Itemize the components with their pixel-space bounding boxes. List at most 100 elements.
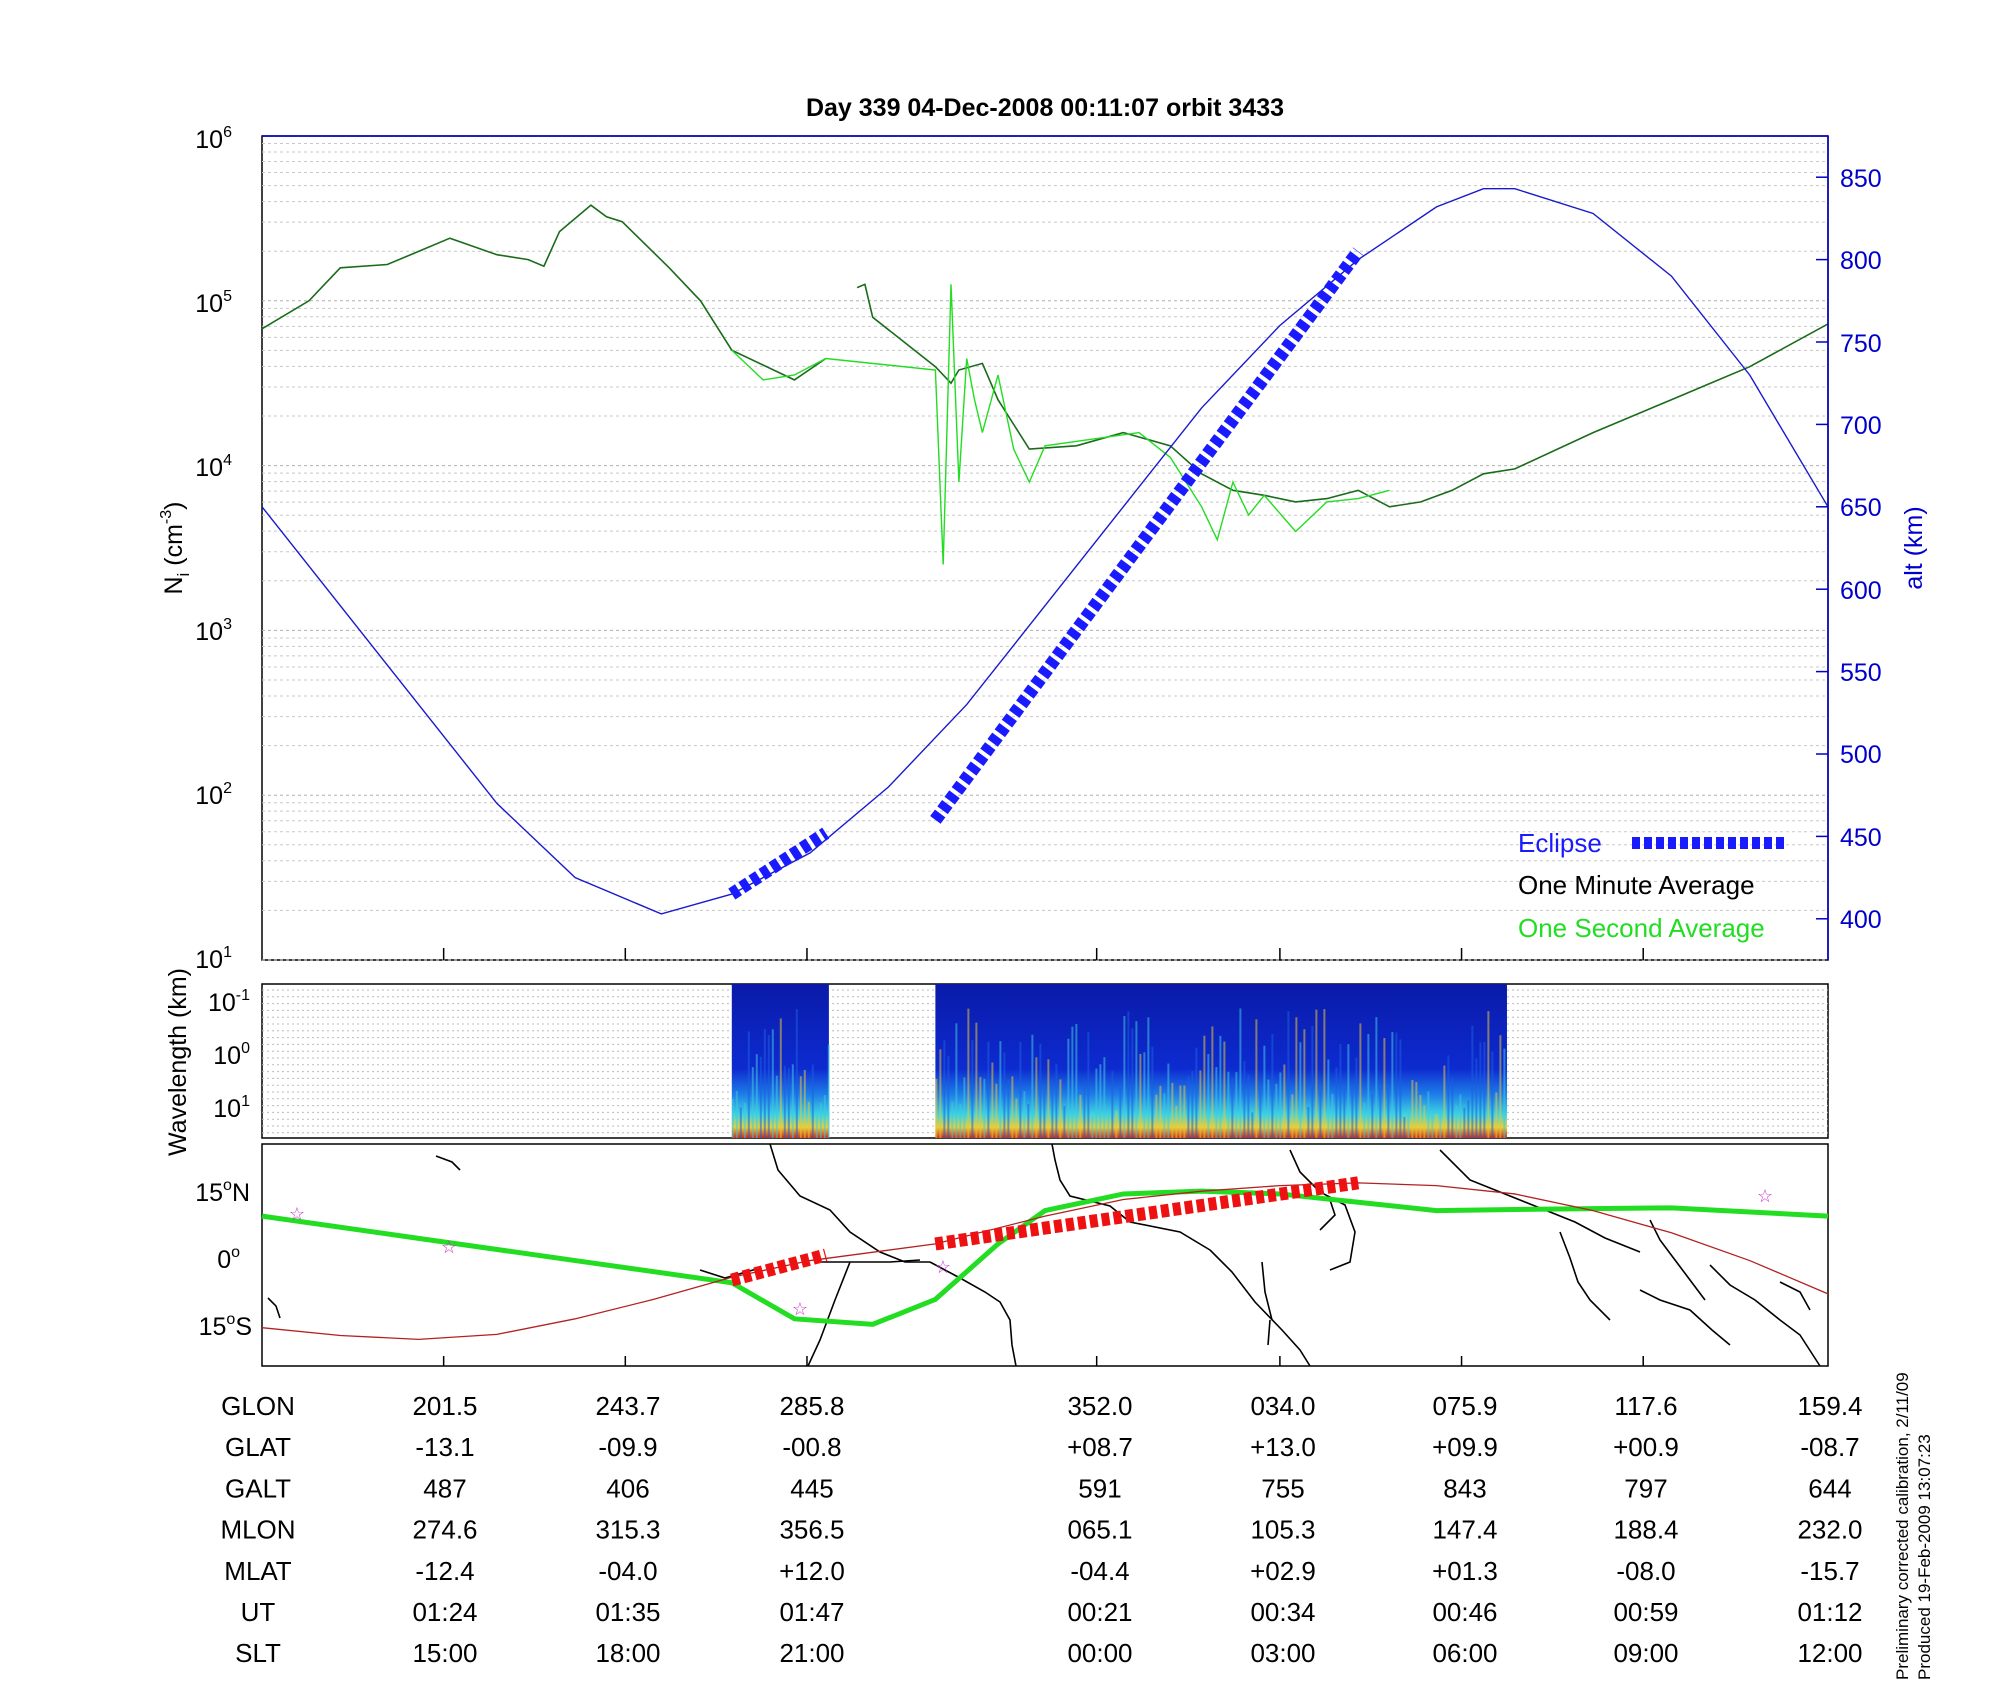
spectrogram-streak (1403, 1116, 1406, 1138)
table-cell: 285.8 (779, 1391, 844, 1421)
table-cell: -15.7 (1800, 1556, 1859, 1586)
table-cell: -09.9 (598, 1432, 657, 1462)
spectrogram-streak (755, 1054, 758, 1138)
spectrogram-streak (1103, 1057, 1106, 1138)
spectrogram-streak (1351, 1085, 1354, 1138)
spectrogram-streak (767, 1035, 770, 1138)
table-cell: 644 (1808, 1473, 1851, 1503)
spectrogram-streak (1123, 1015, 1126, 1138)
spectrogram-streak (1395, 1032, 1398, 1138)
table-row-label: GALT (225, 1473, 291, 1503)
table-cell: 09:00 (1613, 1638, 1678, 1668)
spectrogram-streak (1371, 1094, 1374, 1138)
spectrogram-streak (1211, 1026, 1214, 1138)
spectrogram-streak (1427, 1091, 1430, 1138)
spectrogram-streak (1243, 1061, 1246, 1138)
table-cell: +09.9 (1432, 1432, 1498, 1462)
spectrogram-streak (1203, 1035, 1206, 1138)
spectrogram-streak (1315, 1009, 1318, 1138)
spectrogram-streak (1323, 1009, 1326, 1138)
ytick-right-label: 750 (1840, 330, 1882, 358)
spectrogram-streak (1079, 1094, 1082, 1138)
spectrogram-streak (947, 1055, 950, 1138)
spectrogram-streak (795, 1009, 798, 1138)
spectrogram-streak (1027, 1104, 1030, 1138)
spectrogram-streak (1099, 1064, 1102, 1138)
table-cell: 487 (423, 1473, 466, 1503)
spectrogram-streak (1375, 1017, 1378, 1138)
production-note: Produced 19-Feb-2009 13:07:23 (1915, 1434, 1934, 1680)
table-cell: 232.0 (1797, 1515, 1862, 1545)
star-marker-icon: ☆ (1757, 1186, 1773, 1206)
spectrogram-streak (735, 1090, 738, 1138)
spectrogram-streak (1255, 1019, 1258, 1138)
spectrogram-streak (1307, 1106, 1310, 1138)
table-cell: 105.3 (1250, 1515, 1315, 1545)
spectrogram-streak (779, 1018, 782, 1138)
spectrogram-streak (1067, 1038, 1070, 1138)
spectrogram-streak (999, 1041, 1002, 1138)
table-cell: +08.7 (1067, 1432, 1133, 1462)
spectrogram-streak (747, 1031, 750, 1138)
spectrogram-streak (1483, 1041, 1486, 1138)
eclipse-segment (930, 247, 1364, 824)
spectrogram-streak (1219, 1035, 1222, 1138)
spectrogram-streak (1015, 1098, 1018, 1138)
table-cell: 01:47 (779, 1597, 844, 1627)
one-second-average-line (731, 284, 1390, 565)
map-green-track (261, 1188, 1829, 1327)
table-cell: 075.9 (1432, 1391, 1497, 1421)
right-y-ticks: 400 450 500 550 600 650 700 750 800 850 (1840, 165, 1882, 934)
spectrogram-streak (1435, 1113, 1438, 1138)
table-cell: 18:00 (595, 1638, 660, 1668)
spectrogram-streak (739, 1107, 742, 1138)
table-cell: 117.6 (1614, 1391, 1677, 1421)
spectrogram-streak (1251, 1112, 1254, 1138)
table-cell: -08.0 (1616, 1556, 1675, 1586)
table-row-label: MLAT (224, 1556, 292, 1586)
ytick-label: 15oS (199, 1311, 252, 1341)
y-axis-label-wavelength: Wavelength (km) (164, 968, 192, 1156)
ytick-right-label: 600 (1840, 577, 1882, 605)
one-minute-average-line (261, 204, 827, 381)
spectrogram-streak (1299, 1042, 1302, 1138)
spectrogram-streak (1443, 1065, 1446, 1138)
spectrogram-streak (1275, 1083, 1278, 1138)
ytick-label: 103 (195, 616, 232, 646)
spectrogram-streak (1311, 1026, 1314, 1138)
table-cell: 00:34 (1250, 1597, 1315, 1627)
spectrogram-streak (1359, 1023, 1362, 1138)
spectrogram-streak (759, 1056, 762, 1138)
spectrogram-streak (1423, 1105, 1426, 1138)
spectrogram-streak (1019, 1042, 1022, 1138)
spectrogram-streak (1035, 1057, 1038, 1138)
top-panel: 101 102 103 104 105 106 Ni (cm-3) 400 45… (158, 124, 1928, 1366)
table-cell: 01:35 (595, 1597, 660, 1627)
spectrogram-streak (1463, 1107, 1466, 1138)
spectrogram-streak (1207, 1053, 1210, 1138)
one-minute-average-line (856, 283, 1829, 508)
legend-minute-label: One Minute Average (1518, 870, 1755, 900)
spectrogram-data (731, 984, 1507, 1138)
table-cell: +01.3 (1432, 1556, 1498, 1586)
spectrogram-streak (1091, 1115, 1094, 1138)
spectrogram-streak (1367, 1033, 1370, 1138)
table-cell: 445 (790, 1473, 833, 1503)
ytick-label: 106 (195, 124, 232, 154)
spectrogram-streak (1043, 1084, 1046, 1138)
ytick-right-label: 850 (1840, 165, 1882, 193)
spectrogram-streak (1011, 1076, 1014, 1138)
spectrogram-streak (811, 1064, 814, 1138)
table-row-label: UT (241, 1597, 276, 1627)
ytick-label: 0o (217, 1244, 240, 1274)
spectrogram-streak (1163, 1093, 1166, 1138)
spectrogram-streak (1479, 1042, 1482, 1138)
spectrogram-streak (1487, 1011, 1490, 1138)
calibration-note: Preliminary corrected calibration, 2/11/… (1893, 1372, 1912, 1680)
spectrogram-streak (791, 1064, 794, 1138)
table-row-label: GLON (221, 1391, 295, 1421)
map-panel: ☆ ☆ ☆ ☆ ☆ 15oN 0o 15oS (195, 1143, 1829, 1367)
spectrogram-streak (1215, 1067, 1218, 1138)
table-cell: -08.7 (1800, 1432, 1859, 1462)
coastlines (267, 1143, 1821, 1367)
